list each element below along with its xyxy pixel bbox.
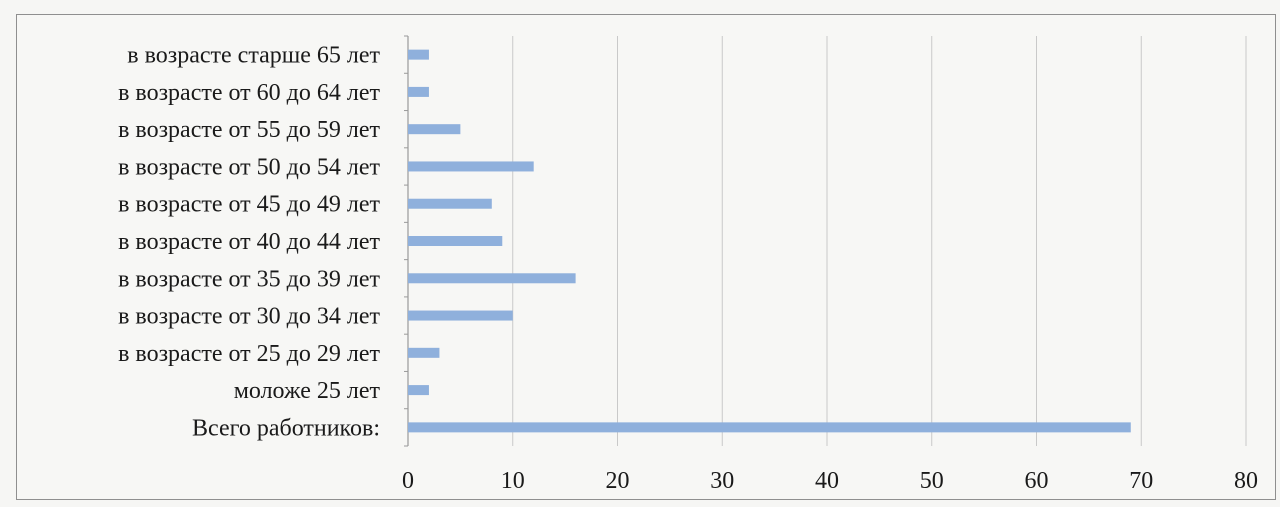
category-labels: в возрасте старше 65 лет в возрасте от 60… (118, 43, 380, 442)
category-label: в возрасте от 40 до 44 лет (118, 229, 380, 255)
x-tick-label: 80 (1234, 468, 1258, 494)
category-label: Всего работников: (192, 415, 380, 441)
x-tick-label: 0 (402, 468, 414, 494)
bars (408, 49, 1131, 433)
bar (408, 273, 576, 284)
category-label: в возрасте от 30 до 34 лет (118, 304, 380, 330)
category-label: в возрасте от 60 до 64 лет (118, 80, 380, 106)
bar (408, 198, 492, 209)
bar (408, 49, 429, 60)
bar (408, 347, 440, 358)
category-label: в возрасте старше 65 лет (127, 43, 380, 69)
bar (408, 310, 513, 321)
gridlines (404, 35, 1247, 447)
bar (408, 124, 461, 135)
x-tick-label: 70 (1129, 468, 1153, 494)
category-label: в возрасте от 50 до 54 лет (118, 154, 380, 180)
bar (408, 86, 429, 97)
chart-frame (16, 14, 1276, 500)
bar (408, 161, 534, 172)
x-tick-label: 60 (1025, 468, 1049, 494)
category-label: в возрасте от 45 до 49 лет (118, 192, 380, 218)
category-label: в возрасте от 35 до 39 лет (118, 266, 380, 292)
category-label: в возрасте от 55 до 59 лет (118, 117, 380, 143)
bar (408, 385, 429, 396)
x-tick-labels: 0 10 20 30 40 50 60 70 80 (402, 468, 1258, 494)
x-tick-label: 10 (501, 468, 525, 494)
x-tick-label: 50 (920, 468, 944, 494)
x-tick-label: 30 (710, 468, 734, 494)
x-tick-label: 40 (815, 468, 839, 494)
x-tick-label: 20 (606, 468, 630, 494)
bar (408, 236, 503, 246)
category-label: в возрасте от 25 до 29 лет (118, 341, 380, 367)
category-label: моложе 25 лет (234, 378, 381, 404)
bar (408, 422, 1131, 433)
